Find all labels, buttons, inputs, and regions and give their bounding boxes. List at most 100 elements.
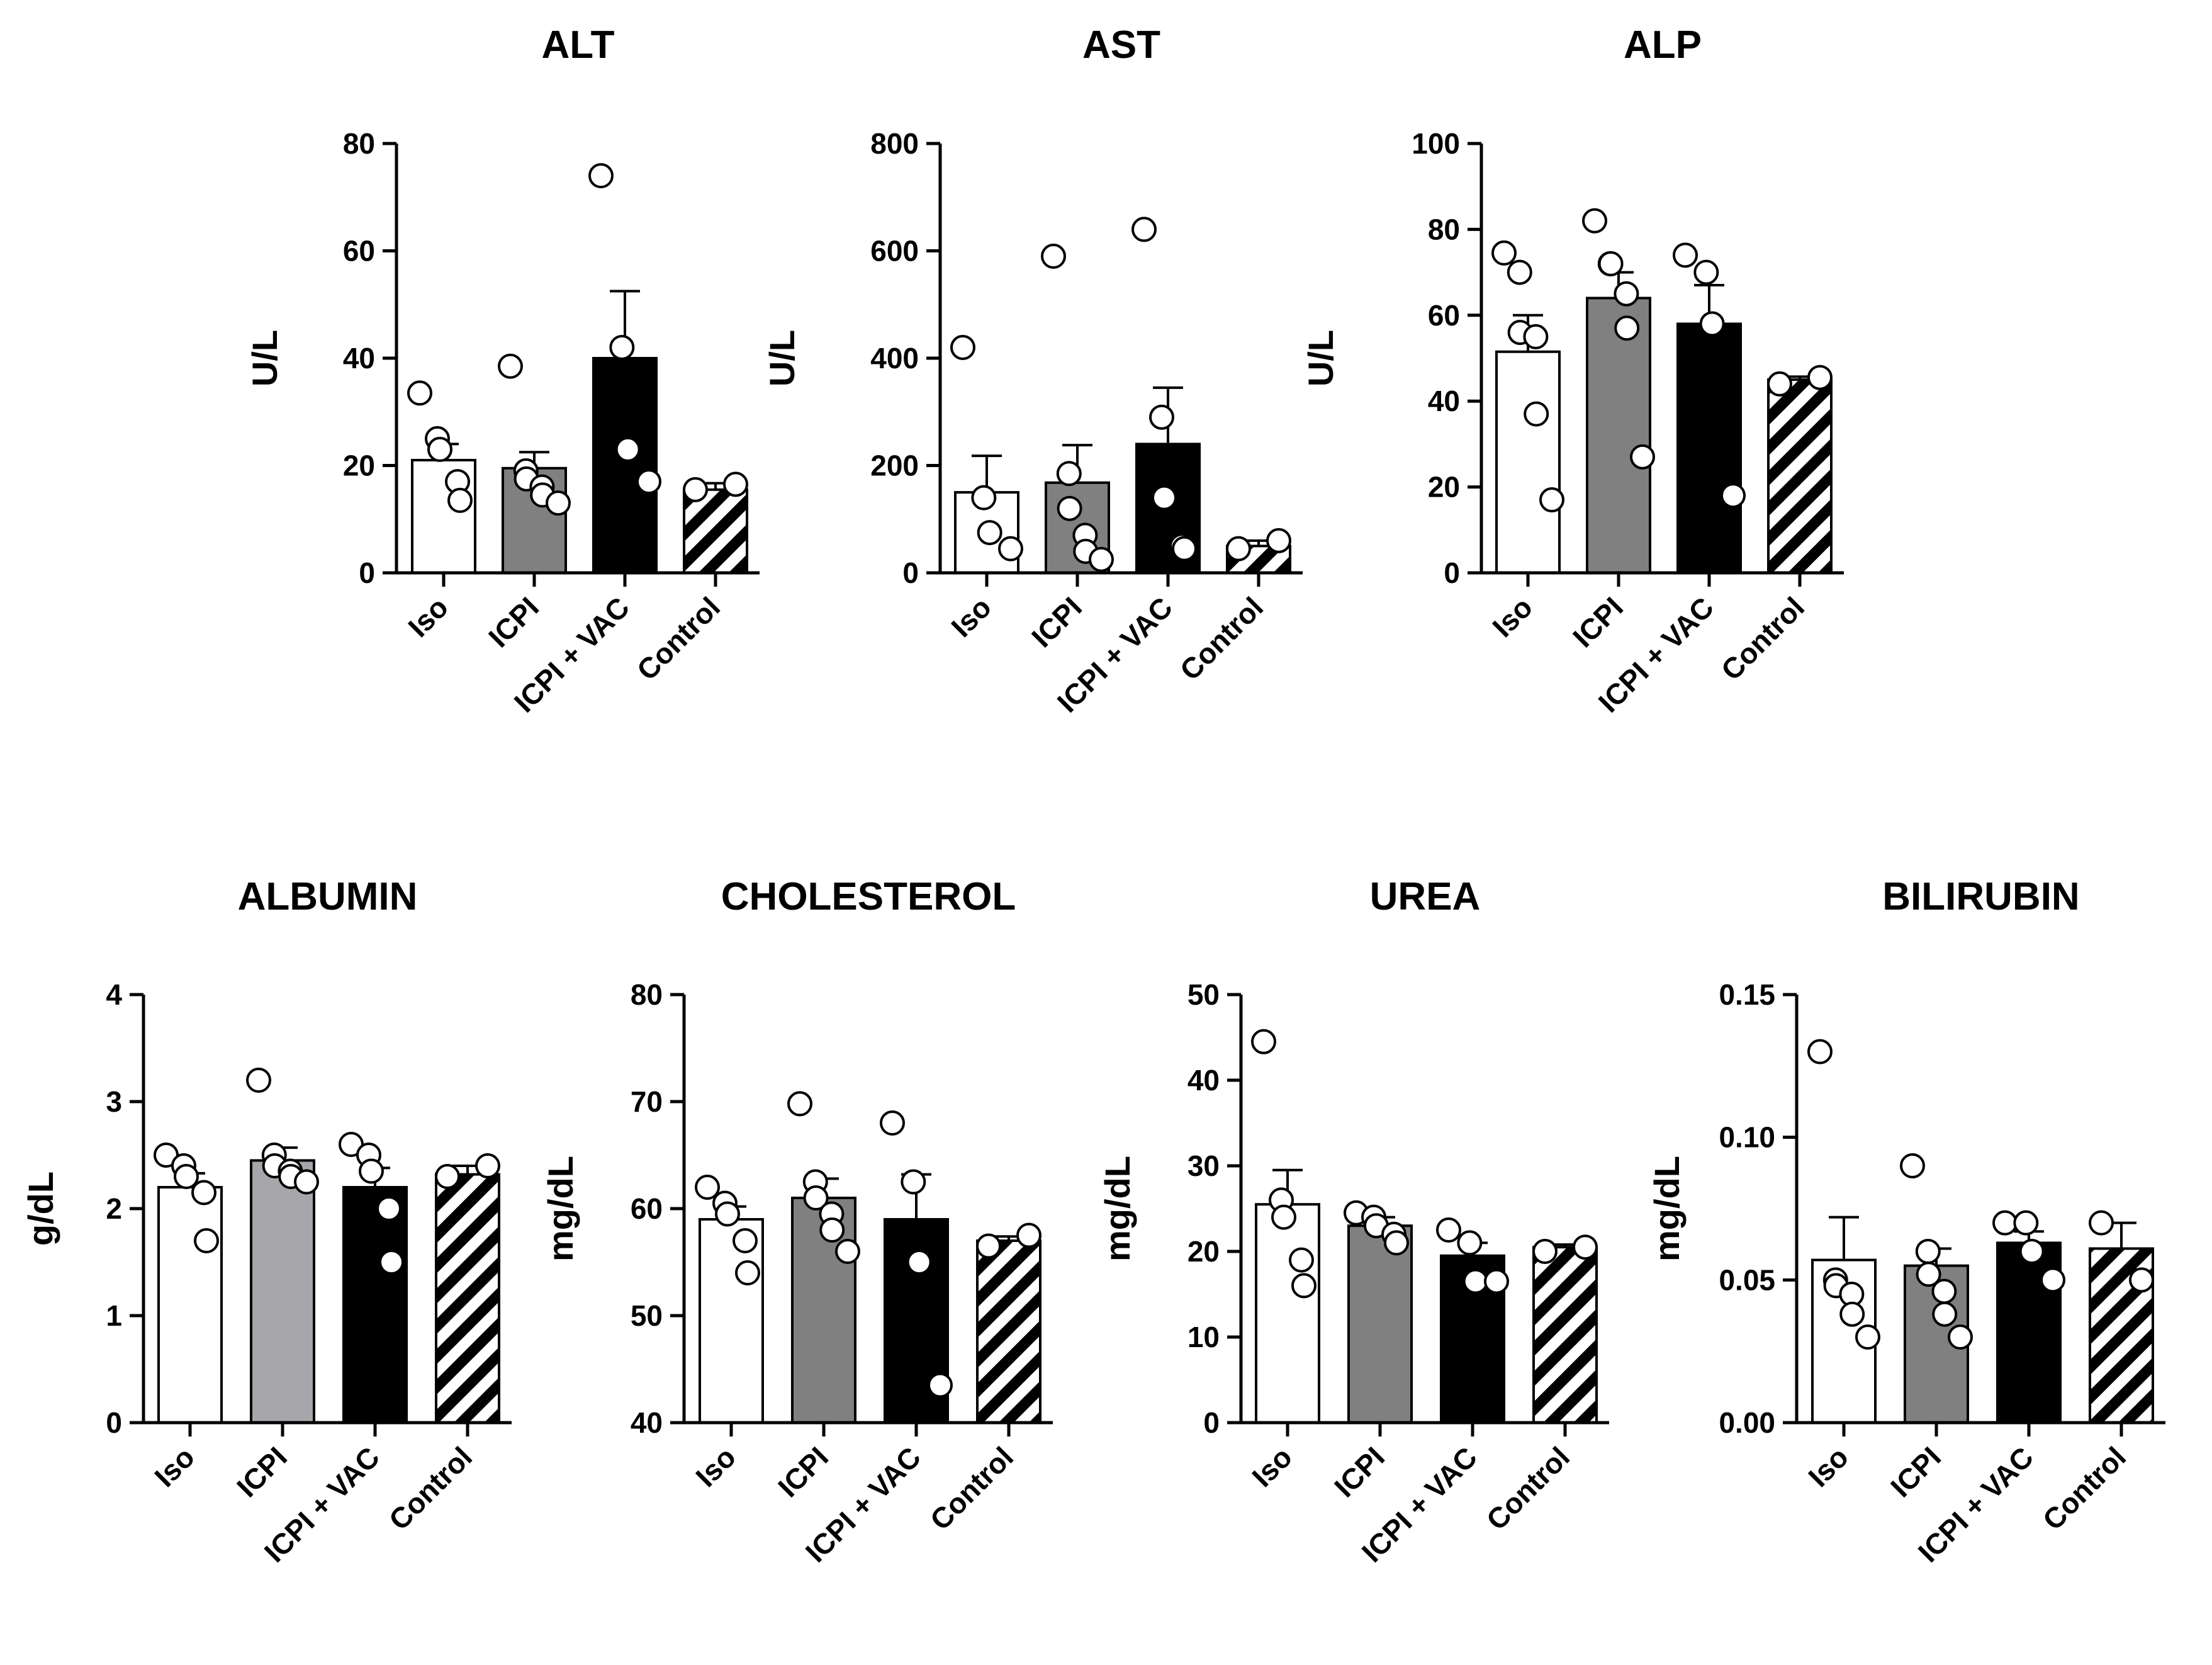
x-tick-label-control: Control	[2036, 1440, 2132, 1536]
bar-icpi	[250, 1159, 315, 1424]
y-tick-label: 100	[1412, 127, 1460, 160]
chart-title: AST	[1082, 23, 1160, 67]
y-axis-label: U/L	[1301, 330, 1340, 387]
data-point-icpi	[1384, 1230, 1409, 1256]
data-point-iso	[1839, 1301, 1865, 1327]
data-point-iso	[735, 1260, 760, 1285]
y-tick-label: 50	[1187, 978, 1220, 1011]
data-point-control	[1266, 528, 1291, 553]
data-point-control	[1532, 1239, 1558, 1264]
bar-control	[435, 1173, 500, 1424]
x-tick-label-iso: Iso	[1802, 1440, 1855, 1493]
bar-control	[1532, 1246, 1598, 1424]
chart-title: ALBUMIN	[238, 875, 418, 918]
data-point-icpi	[1900, 1153, 1925, 1178]
bar-control	[1767, 378, 1833, 574]
data-point-control	[2089, 1210, 2114, 1236]
y-axis-label: U/L	[762, 330, 802, 387]
y-axis-label: U/L	[245, 330, 284, 387]
data-point-icpi	[1931, 1278, 1957, 1304]
y-tick-label: 50	[631, 1299, 663, 1332]
bar-control	[683, 488, 748, 574]
data-point-icpi	[1614, 315, 1640, 341]
x-tick-label-iso: Iso	[689, 1440, 742, 1493]
bar-control	[976, 1239, 1041, 1424]
chart-title: ALP	[1624, 23, 1702, 67]
data-point-icpi-vac	[1457, 1230, 1483, 1256]
data-point-icpi-vac	[2019, 1239, 2045, 1264]
bar-iso	[1495, 350, 1561, 575]
data-point-icpi	[546, 490, 571, 516]
x-tick-label-icpi: ICPI	[1025, 590, 1088, 653]
y-tick-label: 0	[106, 1406, 122, 1439]
data-point-icpi-vac	[928, 1372, 953, 1398]
data-point-control	[1226, 536, 1251, 562]
data-point-iso	[1524, 401, 1549, 427]
data-point-control	[435, 1164, 460, 1189]
x-tick-label-icpi: ICPI	[1884, 1440, 1947, 1503]
x-tick-label-control: Control	[1174, 590, 1269, 686]
y-tick-label: 0.10	[1719, 1121, 1775, 1154]
data-point-icpi-vac	[379, 1250, 404, 1275]
x-tick-label-icpi: ICPI	[1566, 590, 1629, 653]
y-tick-label: 1	[106, 1299, 122, 1332]
data-point-icpi	[1582, 208, 1607, 234]
data-point-icpi	[1056, 461, 1082, 487]
y-tick-label: 20	[1428, 471, 1460, 504]
x-tick-label-iso: Iso	[148, 1440, 201, 1493]
data-point-icpi	[1948, 1324, 1973, 1350]
data-point-control	[1807, 364, 1833, 390]
y-tick-label: 80	[1428, 213, 1460, 246]
data-point-control	[976, 1233, 1001, 1259]
data-point-icpi-vac	[588, 163, 614, 189]
data-point-icpi	[1630, 444, 1655, 470]
data-point-icpi	[1915, 1239, 1941, 1264]
data-point-icpi-vac	[880, 1110, 905, 1136]
y-tick-label: 0	[902, 556, 919, 589]
data-point-iso	[1539, 487, 1564, 513]
y-tick-label: 80	[631, 978, 663, 1011]
data-point-iso	[733, 1228, 758, 1253]
y-tick-label: 60	[1428, 299, 1460, 332]
x-tick-label-control: Control	[383, 1440, 478, 1536]
y-tick-label: 20	[343, 449, 375, 482]
data-point-icpi-vac	[359, 1158, 384, 1184]
x-tick-label-icpi: ICPI	[772, 1440, 834, 1503]
bar-icpi-vac	[1676, 322, 1742, 574]
data-point-iso	[998, 536, 1023, 562]
data-point-icpi-vac	[1172, 536, 1197, 562]
y-tick-label: 10	[1187, 1321, 1220, 1353]
data-point-iso	[447, 487, 473, 513]
x-tick-label-control: Control	[1715, 590, 1811, 686]
data-point-icpi-vac	[615, 436, 641, 462]
x-tick-label-icpi: ICPI	[482, 590, 545, 653]
y-tick-label: 4	[106, 978, 122, 1011]
x-tick-label-iso: Iso	[945, 590, 997, 643]
data-point-icpi-vac	[1463, 1268, 1488, 1294]
data-point-icpi	[1916, 1261, 1941, 1287]
data-point-control	[475, 1153, 500, 1178]
y-tick-label: 60	[631, 1192, 663, 1225]
data-point-icpi	[787, 1091, 812, 1117]
data-point-icpi	[803, 1185, 829, 1211]
data-point-iso	[1271, 1204, 1296, 1230]
x-tick-label-icpi: ICPI	[230, 1440, 293, 1503]
x-tick-label-control: Control	[631, 590, 726, 686]
data-point-iso	[194, 1228, 219, 1253]
data-point-control	[683, 477, 708, 502]
data-point-iso	[1807, 1039, 1833, 1064]
data-point-icpi-vac	[1131, 217, 1157, 242]
bar-icpi	[1586, 296, 1651, 574]
data-point-icpi	[1089, 546, 1114, 572]
chart-title: BILIRUBIN	[1882, 875, 2079, 918]
y-tick-label: 2	[106, 1192, 122, 1225]
data-point-icpi	[246, 1068, 271, 1093]
data-point-icpi	[1932, 1301, 1958, 1327]
y-tick-label: 0	[1444, 556, 1460, 589]
